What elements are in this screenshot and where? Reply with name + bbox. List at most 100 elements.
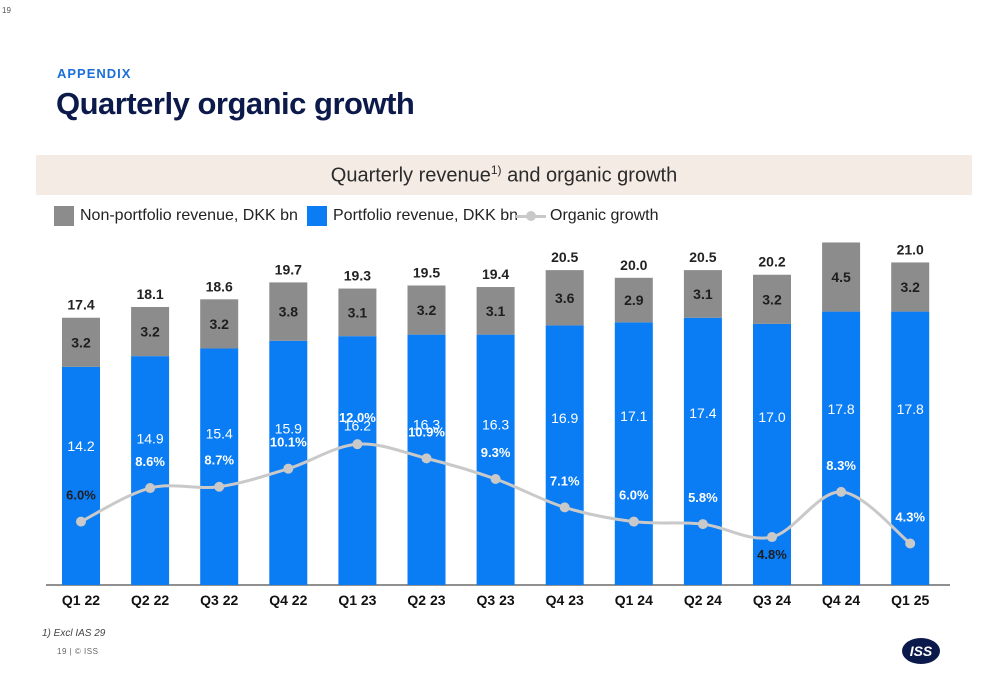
page-number-top: 19 — [2, 6, 11, 15]
data-label-total: 20.0 — [620, 257, 647, 273]
x-tick-label: Q3 23 — [477, 592, 515, 608]
organic-growth-label: 7.1% — [550, 473, 580, 488]
data-label-portfolio: 14.9 — [136, 431, 163, 447]
page-title: Quarterly organic growth — [56, 86, 415, 121]
organic-growth-label: 4.8% — [757, 547, 787, 562]
legend-swatch-nonportfolio — [54, 206, 74, 226]
stacked-bar-chart: 14.2 3.2 17.4 Q1 22 14.9 3.2 18.1 Q2 22 15.4 3.2 1… — [46, 241, 950, 608]
organic-growth-point — [145, 483, 156, 494]
organic-growth-label: 6.0% — [619, 488, 649, 503]
data-label-portfolio: 16.9 — [551, 410, 578, 426]
x-tick-label: Q2 24 — [684, 592, 722, 608]
data-label-total: 20.5 — [551, 249, 578, 265]
organic-growth-label: 10.1% — [270, 435, 307, 450]
legend-label-portfolio: Portfolio revenue, DKK bn — [333, 207, 518, 224]
data-label-nonportfolio: 3.2 — [900, 279, 920, 295]
x-tick-label: Q1 24 — [615, 592, 653, 608]
organic-growth-point — [76, 516, 86, 527]
legend-item-portfolio: Portfolio revenue, DKK bn — [307, 206, 518, 226]
organic-growth-point — [490, 474, 501, 484]
data-label-total: 19.4 — [482, 266, 509, 282]
bar-nonportfolio — [753, 274, 791, 324]
data-label-nonportfolio: 3.1 — [486, 303, 506, 319]
data-label-portfolio: 17.0 — [758, 409, 785, 425]
organic-growth-label: 4.3% — [895, 510, 925, 525]
data-label-total: 20.2 — [758, 254, 785, 270]
chart-title-bar: Quarterly revenue1) and organic growth — [36, 155, 972, 195]
data-label-nonportfolio: 3.2 — [209, 316, 229, 332]
x-tick-label: Q3 24 — [753, 592, 791, 608]
data-label-portfolio: 17.1 — [620, 408, 647, 424]
bar-nonportfolio — [200, 299, 239, 349]
data-label-nonportfolio: 4.5 — [831, 269, 851, 285]
data-label-portfolio: 15.4 — [206, 426, 233, 442]
organic-growth-point — [628, 516, 639, 527]
bar-nonportfolio — [131, 306, 170, 357]
organic-growth-point — [283, 463, 294, 474]
x-tick-label: Q2 22 — [131, 592, 169, 608]
iss-logo: ISS — [902, 638, 940, 664]
data-label-portfolio: 16.3 — [413, 416, 440, 432]
data-label-nonportfolio: 3.1 — [348, 304, 368, 320]
bar-portfolio — [614, 322, 653, 585]
data-label-total: 19.5 — [413, 264, 440, 280]
data-label-total: 21.0 — [897, 241, 924, 257]
data-label-nonportfolio: 3.6 — [555, 290, 575, 306]
bar-portfolio — [822, 311, 861, 585]
bar-portfolio — [338, 336, 377, 585]
organic-growth-label: 5.8% — [688, 490, 718, 505]
x-tick-label: Q4 24 — [822, 592, 860, 608]
data-label-total: 18.6 — [206, 278, 233, 294]
data-label-portfolio: 17.4 — [689, 405, 716, 421]
x-tick-label: Q4 22 — [269, 592, 307, 608]
x-tick-label: Q1 23 — [338, 592, 376, 608]
bar-nonportfolio — [891, 262, 930, 312]
x-tick-label: Q4 23 — [546, 592, 584, 608]
organic-growth-label: 6.0% — [66, 488, 96, 503]
data-label-portfolio: 16.2 — [344, 417, 371, 433]
bar-portfolio — [200, 348, 239, 585]
data-label-total: 18.1 — [136, 286, 163, 302]
organic-growth-point — [697, 519, 708, 530]
legend-label-growth: Organic growth — [550, 207, 659, 224]
bar-nonportfolio — [407, 285, 446, 335]
bar-nonportfolio — [338, 288, 377, 337]
data-label-portfolio: 17.8 — [827, 401, 854, 417]
x-tick-label: Q1 25 — [891, 592, 929, 608]
organic-growth-label: 10.9% — [408, 424, 445, 439]
legend-swatch-portfolio — [307, 206, 327, 226]
organic-growth-label: 8.3% — [826, 458, 856, 473]
organic-growth-point — [352, 439, 363, 450]
logo-shape — [902, 638, 940, 664]
bar-portfolio — [476, 334, 515, 585]
bar-portfolio — [131, 356, 170, 585]
organic-growth-label: 8.7% — [204, 453, 234, 468]
logo-text: ISS — [910, 643, 933, 659]
bar-nonportfolio — [614, 277, 653, 323]
organic-growth-label: 12.0% — [339, 410, 376, 425]
chart-title-suffix: and organic growth — [501, 164, 678, 187]
data-label-portfolio: 17.8 — [897, 401, 924, 417]
footnote: 1) Excl IAS 29 — [42, 628, 106, 639]
organic-growth-point — [559, 502, 570, 513]
legend-label-nonportfolio: Non-portfolio revenue, DKK bn — [80, 207, 298, 224]
bar-portfolio — [683, 317, 722, 585]
x-tick-label: Q1 22 — [62, 592, 100, 608]
footer-page-info: 19 | © ISS — [57, 647, 99, 656]
data-label-nonportfolio: 3.2 — [140, 324, 160, 340]
organic-growth-point — [836, 486, 847, 497]
bar-nonportfolio — [822, 242, 861, 312]
organic-growth-point — [214, 481, 225, 492]
data-label-total: 17.4 — [67, 297, 94, 313]
data-label-total: 20.5 — [689, 249, 716, 265]
x-tick-label: Q3 22 — [200, 592, 238, 608]
data-label-total: 19.7 — [275, 261, 302, 277]
legend-item-nonportfolio: Non-portfolio revenue, DKK bn — [54, 206, 298, 226]
organic-growth-point — [767, 532, 777, 543]
bar-portfolio — [545, 325, 584, 585]
organic-growth-label: 9.3% — [481, 445, 511, 460]
bar-nonportfolio — [62, 317, 100, 367]
data-label-nonportfolio: 3.2 — [762, 291, 782, 307]
legend-swatch-growth — [516, 206, 546, 226]
data-label-nonportfolio: 3.8 — [279, 304, 299, 320]
